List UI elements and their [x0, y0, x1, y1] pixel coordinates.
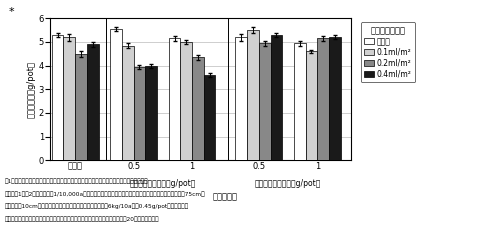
Bar — [145, 66, 157, 160]
Bar — [87, 44, 99, 160]
Text: イミダクロプリド（g/pot）: イミダクロプリド（g/pot） — [255, 179, 321, 188]
Bar — [52, 35, 64, 160]
Text: 殺虫剤処理: 殺虫剤処理 — [213, 192, 238, 201]
Bar — [259, 43, 271, 160]
Bar — [329, 37, 341, 160]
Bar — [306, 52, 317, 160]
Bar — [122, 46, 134, 160]
Bar — [64, 37, 75, 160]
Bar — [180, 42, 192, 160]
Y-axis label: ダイズ生重（g/pot）: ダイズ生重（g/pot） — [27, 61, 36, 118]
Text: *: * — [8, 7, 14, 17]
Bar — [134, 67, 145, 160]
Legend: 無処理, 0.1ml/m², 0.2ml/m², 0.4ml/m²: 無処理, 0.1ml/m², 0.2ml/m², 0.4ml/m² — [361, 22, 415, 82]
Text: 注２）エチルチオメトン処理はダイズ播種時に，ベンタゾン処理は播種後概ね20日に実施した。: 注２）エチルチオメトン処理はダイズ播種時に，ベンタゾン処理は播種後概ね20日に実… — [5, 216, 159, 222]
Bar — [235, 37, 247, 160]
Bar — [75, 54, 87, 160]
Text: エチルチオメトン（g/pot）: エチルチオメトン（g/pot） — [130, 179, 196, 188]
Bar — [110, 29, 122, 160]
Text: 播種条10cm幅に施用するものとして設定した。使用薬量6kg/10aは，0.45g/potに相当する。: 播種条10cm幅に施用するものとして設定した。使用薬量6kg/10aは，0.45… — [5, 204, 189, 209]
Bar — [192, 57, 204, 160]
Bar — [204, 75, 215, 160]
Text: 注１）図1，図2は，ポット（1/10,000a）条件で実施した試験結果である。ポット試験での薬量は，畝間75cm，: 注１）図1，図2は，ポット（1/10,000a）条件で実施した試験結果である。ポ… — [5, 191, 205, 197]
Text: 図1　殺虫剤とベンタゾンの組み合わせがダイズ（品種：フクユタカ）の生育に及ぼす影響: 図1 殺虫剤とベンタゾンの組み合わせがダイズ（品種：フクユタカ）の生育に及ぼす影… — [5, 179, 149, 184]
Bar — [317, 38, 329, 160]
Bar — [247, 30, 259, 160]
Bar — [271, 35, 282, 160]
Bar — [169, 38, 180, 160]
Bar — [294, 43, 306, 160]
